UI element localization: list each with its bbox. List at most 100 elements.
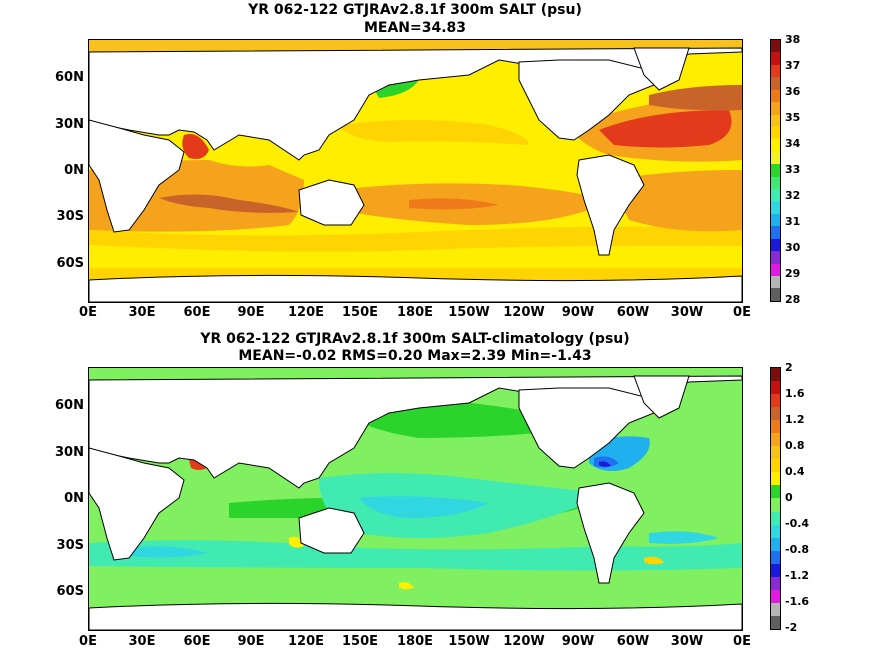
colorbar-label: -1.2: [785, 569, 810, 582]
colorbar-label: 37: [785, 59, 801, 72]
top-map-title: YR 062-122 GTJRAv2.8.1f 300m SALT (psu): [248, 2, 582, 18]
colorbar-label: 31: [785, 215, 801, 228]
lon-label: 60E: [183, 305, 211, 320]
colorbar-segment: [771, 472, 780, 486]
colorbar-segment: [771, 420, 780, 434]
lon-label: 60W: [616, 305, 650, 320]
colorbar-segment: [771, 576, 780, 590]
colorbar-label: -2: [785, 621, 798, 634]
colorbar-label: 1.6: [785, 387, 805, 400]
colorbar-label: 29: [785, 267, 801, 280]
colorbar-label: 0.8: [785, 439, 805, 452]
top-map-subtitle: MEAN=34.83: [363, 20, 467, 36]
lon-label: 90W: [561, 305, 595, 320]
colorbar-segment: [771, 459, 780, 473]
lat-label-30s: 30S: [56, 538, 84, 553]
colorbar-label: 1.2: [785, 413, 805, 426]
top-colorbar: [770, 39, 781, 302]
lon-label: 90W: [561, 634, 595, 649]
lon-label: 90E: [237, 634, 265, 649]
lat-label-30n: 30N: [55, 445, 84, 460]
lon-label: 120W: [503, 305, 545, 320]
colorbar-label: -0.8: [785, 543, 810, 556]
colorbar-label: 33: [785, 163, 801, 176]
lon-label: 150E: [341, 305, 379, 320]
lat-label-30n: 30N: [55, 117, 84, 132]
lat-label-0n: 0N: [64, 491, 84, 506]
colorbar-segment: [771, 102, 780, 115]
colorbar-segment: [771, 251, 780, 264]
colorbar-segment: [771, 615, 780, 629]
colorbar-label: 38: [785, 33, 801, 46]
lon-label: 0E: [733, 634, 751, 649]
colorbar-segment: [771, 189, 780, 202]
colorbar-segment: [771, 77, 780, 90]
colorbar-segment: [771, 151, 780, 165]
colorbar-segment: [771, 602, 780, 616]
colorbar-segment: [771, 511, 780, 525]
colorbar-segment: [771, 407, 780, 421]
colorbar-label: 28: [785, 293, 801, 306]
bottom-colorbar: [770, 367, 781, 630]
colorbar-segment: [771, 368, 780, 382]
colorbar-segment: [771, 126, 780, 140]
lon-label: 120E: [287, 634, 325, 649]
lon-label: 0E: [79, 305, 97, 320]
lon-label: 30E: [128, 305, 156, 320]
colorbar-segment: [771, 550, 780, 564]
lon-label: 60W: [616, 634, 650, 649]
colorbar-segment: [771, 537, 780, 551]
colorbar-segment: [771, 589, 780, 603]
lon-label: 150W: [448, 305, 490, 320]
colorbar-segment: [771, 485, 780, 499]
colorbar-label: 0: [785, 491, 793, 504]
lon-label: 180E: [396, 634, 434, 649]
colorbar-label: 32: [785, 189, 801, 202]
colorbar-segment: [771, 238, 780, 252]
colorbar-segment: [771, 433, 780, 447]
colorbar-segment: [771, 164, 780, 177]
colorbar-label: 36: [785, 85, 801, 98]
colorbar-label: -1.6: [785, 595, 810, 608]
lat-label-60s: 60S: [56, 584, 84, 599]
colorbar-segment: [771, 263, 780, 277]
lon-label: 0E: [79, 634, 97, 649]
lon-label: 150W: [448, 634, 490, 649]
lon-label: 120E: [287, 305, 325, 320]
colorbar-segment: [771, 524, 780, 538]
colorbar-segment: [771, 226, 780, 239]
bottom-map-title: YR 062-122 GTJRAv2.8.1f 300m SALT-climat…: [200, 331, 630, 347]
lat-label-60n: 60N: [55, 398, 84, 413]
colorbar-segment: [771, 64, 780, 78]
colorbar-segment: [771, 52, 780, 65]
lon-label: 150E: [341, 634, 379, 649]
colorbar-segment: [771, 276, 780, 289]
lon-label: 60E: [183, 634, 211, 649]
lon-label: 30E: [128, 634, 156, 649]
lon-label: 30W: [670, 305, 704, 320]
colorbar-label: -0.4: [785, 517, 810, 530]
colorbar-label: 0.4: [785, 465, 805, 478]
lat-label-60s: 60S: [56, 256, 84, 271]
colorbar-segment: [771, 213, 780, 227]
lon-label: 180E: [396, 305, 434, 320]
colorbar-segment: [771, 446, 780, 460]
colorbar-segment: [771, 176, 780, 190]
colorbar-label: 34: [785, 137, 801, 150]
colorbar-segment: [771, 89, 780, 103]
colorbar-segment: [771, 40, 780, 53]
top-salinity-map: [88, 39, 743, 303]
bottom-anomaly-map: [88, 367, 743, 631]
bottom-map-subtitle: MEAN=-0.02 RMS=0.20 Max=2.39 Min=-1.43: [238, 348, 592, 364]
lat-label-0n: 0N: [64, 163, 84, 178]
lon-label: 0E: [733, 305, 751, 320]
colorbar-segment: [771, 394, 780, 408]
lon-label: 120W: [503, 634, 545, 649]
colorbar-label: 30: [785, 241, 801, 254]
colorbar-segment: [771, 498, 780, 512]
colorbar-segment: [771, 114, 780, 127]
lon-label: 90E: [237, 305, 265, 320]
colorbar-segment: [771, 139, 780, 152]
colorbar-segment: [771, 563, 780, 577]
colorbar-label: 35: [785, 111, 801, 124]
